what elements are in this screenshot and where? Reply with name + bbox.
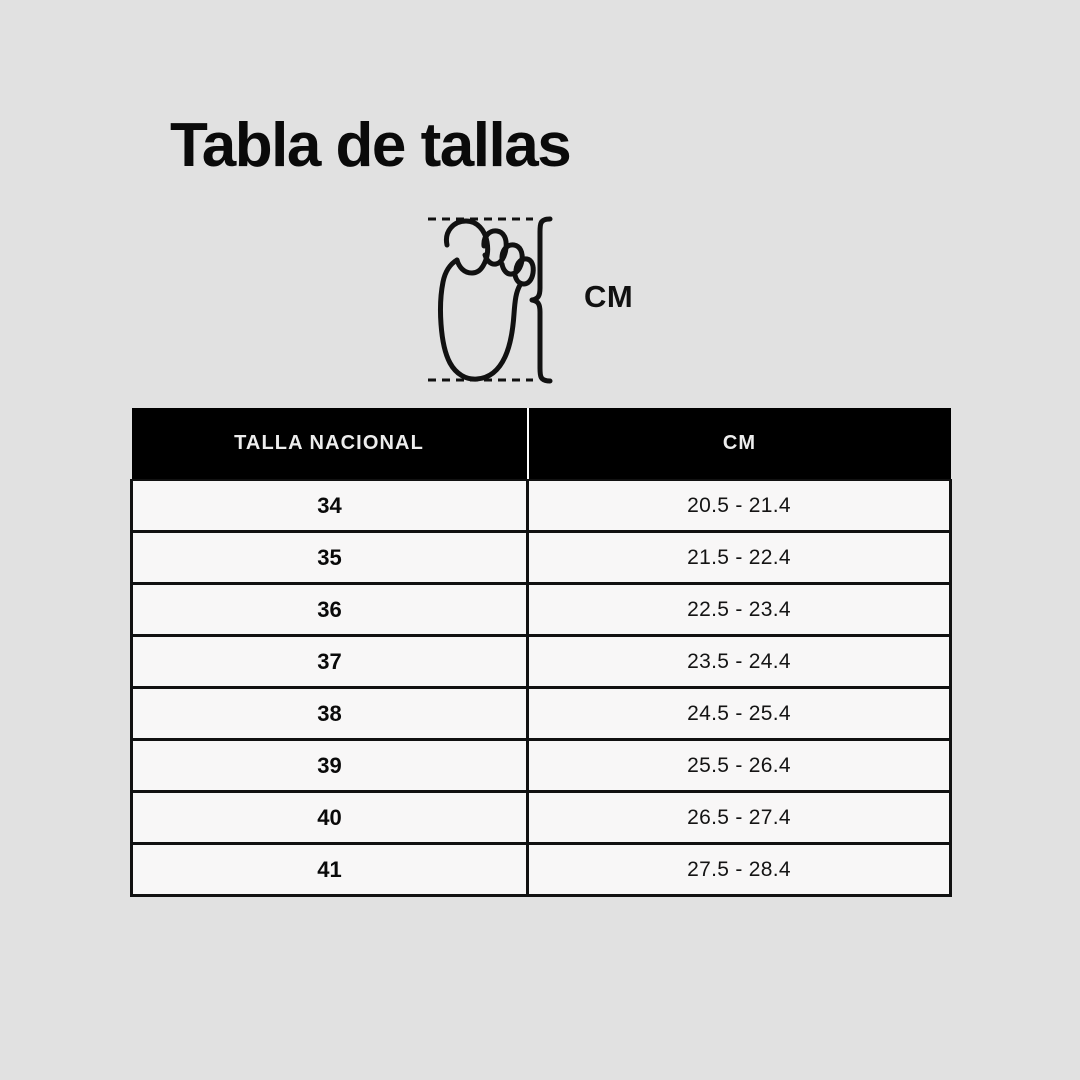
cell-cm: 27.5 - 28.4 <box>527 843 952 897</box>
cell-size: 34 <box>130 479 529 533</box>
cell-size: 39 <box>130 739 529 793</box>
cell-size: 36 <box>130 583 529 637</box>
cell-cm: 23.5 - 24.4 <box>527 635 952 689</box>
size-chart-table: TALLA NACIONAL CM 34 20.5 - 21.4 35 21.5… <box>130 408 952 897</box>
cell-size: 41 <box>130 843 529 897</box>
table-row: 37 23.5 - 24.4 <box>130 635 952 689</box>
cell-cm: 26.5 - 27.4 <box>527 791 952 845</box>
table-header-row: TALLA NACIONAL CM <box>131 408 951 480</box>
table-row: 41 27.5 - 28.4 <box>130 843 952 897</box>
cell-size: 38 <box>130 687 529 741</box>
curly-brace-bracket <box>529 216 553 384</box>
table-row: 34 20.5 - 21.4 <box>130 479 952 533</box>
cell-cm: 25.5 - 26.4 <box>527 739 952 793</box>
page-title: Tabla de tallas <box>170 111 572 180</box>
cell-size: 40 <box>130 791 529 845</box>
table-body: 34 20.5 - 21.4 35 21.5 - 22.4 36 22.5 - … <box>130 479 952 897</box>
cell-cm: 21.5 - 22.4 <box>527 531 952 585</box>
cell-cm: 24.5 - 25.4 <box>527 687 952 741</box>
column-header-talla-nacional: TALLA NACIONAL <box>131 408 529 480</box>
foot-measurement-diagram <box>400 200 680 400</box>
table-row: 40 26.5 - 27.4 <box>130 791 952 845</box>
table-row: 38 24.5 - 25.4 <box>130 687 952 741</box>
cell-size: 35 <box>130 531 529 585</box>
table-header: TALLA NACIONAL CM <box>131 408 951 480</box>
cell-cm: 20.5 - 21.4 <box>527 479 952 533</box>
cell-cm: 22.5 - 23.4 <box>527 583 952 637</box>
table-row: 36 22.5 - 23.4 <box>130 583 952 637</box>
column-header-cm: CM <box>527 408 951 480</box>
table-row: 39 25.5 - 26.4 <box>130 739 952 793</box>
table-row: 35 21.5 - 22.4 <box>130 531 952 585</box>
foot-outline-icon <box>437 218 536 382</box>
cell-size: 37 <box>130 635 529 689</box>
cm-measure-label: CM <box>584 279 634 314</box>
